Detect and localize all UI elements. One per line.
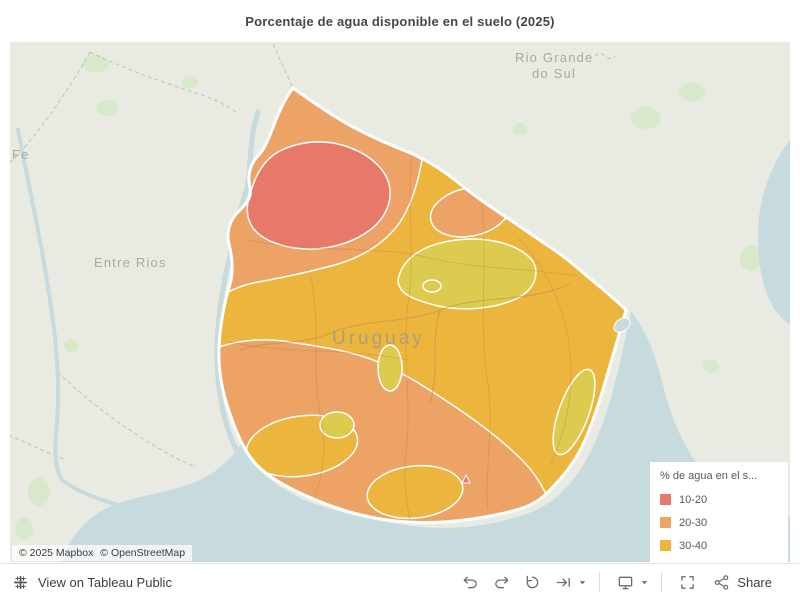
revert-button[interactable]: [519, 570, 545, 594]
legend-label: 10-20: [679, 493, 708, 506]
legend-label: 30-40: [679, 539, 708, 552]
download-button[interactable]: [612, 570, 638, 594]
share-icon: [715, 574, 729, 590]
resume-auto-updates-icon: [556, 577, 570, 587]
legend-swatch: [660, 540, 671, 551]
dropdown-caret-icon[interactable]: [578, 578, 587, 587]
legend-item-30-40[interactable]: 30-40: [660, 534, 778, 557]
toolbar-buttons: Share: [457, 570, 772, 594]
legend-swatch: [660, 517, 671, 528]
band-inner-ring[interactable]: [422, 279, 442, 293]
fullscreen-icon: [680, 575, 694, 589]
toolbar-divider: [661, 572, 663, 592]
band-30-40-southcenter[interactable]: [365, 461, 466, 523]
mapbox-attribution-link[interactable]: © 2025 Mapbox: [19, 547, 94, 559]
band-10-20[interactable]: [246, 141, 391, 250]
map-attribution: © 2025 Mapbox © OpenStreetMap: [12, 545, 193, 561]
osm-attribution-link[interactable]: © OpenStreetMap: [100, 547, 186, 559]
park-areas: [15, 55, 790, 540]
download-icon: [618, 576, 633, 589]
title-bar: Porcentaje de agua disponible en el suel…: [0, 0, 800, 42]
share-button[interactable]: Share: [713, 574, 772, 591]
legend-item-20-30[interactable]: 20-30: [660, 511, 778, 534]
undo-button[interactable]: [457, 570, 483, 594]
toolbar-divider: [599, 572, 601, 592]
view-on-tableau-public-link[interactable]: View on Tableau Public: [12, 574, 172, 591]
rio-negro: [239, 283, 571, 403]
redo-button[interactable]: [488, 570, 514, 594]
tableau-toolbar: View on Tableau Public: [0, 563, 800, 600]
lagoa-mirim: [758, 140, 790, 325]
download-caret-icon[interactable]: [640, 578, 649, 587]
legend-swatch: [660, 494, 671, 505]
resume-auto-updates-button[interactable]: [550, 570, 576, 594]
fullscreen-button[interactable]: [674, 570, 700, 594]
page-title: Porcentaje de agua disponible en el suel…: [245, 13, 555, 29]
label-rio-grande-line1: Rio Grande: [515, 50, 593, 65]
contour-bands[interactable]: [218, 88, 604, 523]
label-rio-grande-line2: do Sul: [532, 66, 576, 81]
share-label: Share: [737, 574, 772, 590]
legend-label: 20-30: [679, 516, 708, 529]
laguna-negra: [613, 317, 631, 333]
label-santa-fe-partial: Fe: [12, 147, 30, 162]
map-viewport[interactable]: Fe Entre Rios Rio Grande do Sul Uruguay …: [10, 42, 790, 562]
parana-river: [16, 128, 142, 512]
label-entre-rios: Entre Rios: [94, 255, 167, 270]
view-on-tableau-public-label: View on Tableau Public: [38, 574, 172, 590]
redo-icon: [494, 576, 509, 588]
tableau-logo-icon: [13, 575, 28, 589]
legend-item-10-20[interactable]: 10-20: [660, 488, 778, 511]
band-10-20-marker[interactable]: [461, 473, 471, 484]
band-40-50-eastcoast[interactable]: [545, 365, 604, 460]
label-uruguay: Uruguay: [332, 328, 425, 349]
rio-de-la-plata-atlantic: [62, 311, 790, 562]
legend-title: % de agua en el s...: [660, 470, 758, 482]
revert-icon: [526, 575, 539, 588]
legend-item-40-50[interactable]: 40-50: [660, 557, 778, 562]
band-40-50-southwest[interactable]: [319, 411, 355, 439]
color-legend: % de agua en el s... 10-20 20-30 30-40 4…: [650, 462, 788, 562]
undo-icon: [463, 576, 477, 588]
admin-borders: [10, 42, 616, 468]
band-40-50-small-oval[interactable]: [377, 344, 403, 392]
department-borders: [227, 153, 579, 523]
map-canvas[interactable]: Fe Entre Rios Rio Grande do Sul Uruguay: [10, 42, 790, 562]
